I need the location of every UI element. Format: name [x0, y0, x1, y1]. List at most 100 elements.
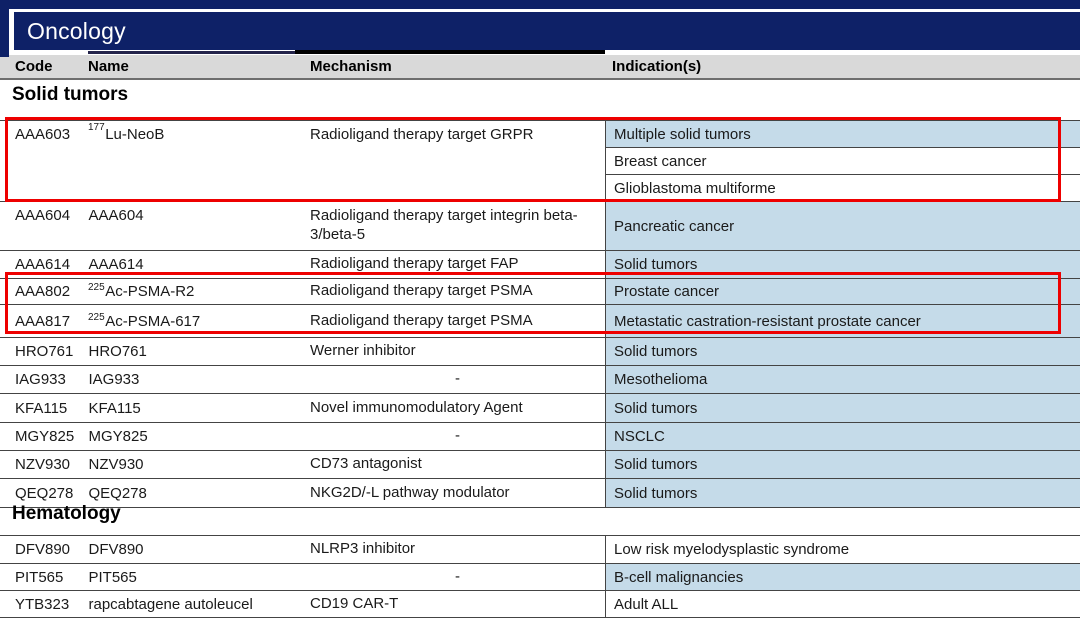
mechanism-column-accent-line	[295, 50, 605, 54]
indication-text: Solid tumors	[614, 484, 698, 502]
indication-cell: NSCLC	[606, 423, 1080, 450]
indication-cells: NSCLC	[605, 423, 1080, 450]
drug-code: KFA115	[15, 399, 68, 417]
column-header-name: Name	[88, 58, 129, 75]
drug-mechanism: Radioligand therapy target integrin beta…	[310, 207, 578, 243]
indication-cell: Metastatic castration-resistant prostate…	[606, 305, 1080, 337]
drug-code: YTB323	[15, 595, 70, 613]
drug-name: KFA115	[88, 394, 310, 422]
indication-cells: Pancreatic cancer	[605, 202, 1080, 250]
drug-code: AAA614	[15, 256, 71, 273]
indication-cells: Solid tumors	[605, 251, 1080, 278]
drug-name: AAA604	[88, 202, 310, 250]
drug-code: AAA802	[15, 283, 71, 300]
drug-code: QEQ278	[15, 484, 74, 502]
drug-name-text: AAA604	[88, 207, 144, 224]
drug-name-text: AAA614	[88, 256, 144, 273]
drug-mechanism: Radioligand therapy target GRPR	[310, 126, 534, 143]
indication-cell: Low risk myelodysplastic syndrome	[606, 536, 1080, 563]
drug-name-text: KFA115	[88, 399, 141, 417]
drug-name: PIT565	[88, 564, 310, 590]
drug-mechanism: NKG2D/-L pathway modulator	[310, 483, 510, 501]
drug-mechanism: Radioligand therapy target PSMA	[310, 311, 533, 329]
indication-text: Adult ALL	[614, 595, 679, 613]
drug-name: HRO761	[88, 338, 310, 365]
drug-mechanism: -	[455, 567, 460, 585]
drug-mechanism: Radioligand therapy target PSMA	[310, 282, 533, 300]
drug-code: DFV890	[15, 541, 71, 558]
indication-cell: Pancreatic cancer	[606, 202, 1080, 250]
drug-mechanism: Werner inhibitor	[310, 342, 416, 360]
drug-code: IAG933	[15, 371, 66, 388]
drug-mechanism: -	[455, 370, 460, 388]
table-row: QEQ278 QEQ278 NKG2D/-L pathway modulator…	[0, 478, 1080, 507]
indication-cells: Solid tumors	[605, 338, 1080, 365]
indication-cells: Mesothelioma	[605, 366, 1080, 393]
drug-name: DFV890	[88, 536, 310, 563]
table-row: AAA817 225 Ac-PSMA-617 Radioligand therap…	[0, 304, 1080, 337]
drug-code: MGY825	[15, 428, 75, 445]
drug-name: 225 Ac-PSMA-R2	[88, 279, 310, 304]
indication-cells: Multiple solid tumors Breast cancer Glio…	[605, 121, 1080, 201]
drug-name-text: rapcabtagene autoleucel	[88, 595, 253, 613]
drug-code: AAA603	[15, 126, 71, 143]
drug-name: MGY825	[88, 423, 310, 450]
drug-mechanism: CD73 antagonist	[310, 455, 422, 473]
drug-mechanism: -	[455, 427, 460, 445]
indication-cell: Solid tumors	[606, 338, 1080, 365]
indication-text: Metastatic castration-resistant prostate…	[614, 312, 921, 330]
drug-name-text: DFV890	[88, 541, 144, 558]
table-row: HRO761 HRO761 Werner inhibitor Solid tum…	[0, 337, 1080, 365]
indication-text: B-cell malignancies	[614, 568, 744, 586]
indication-cell: Breast cancer	[606, 147, 1080, 174]
indication-cell: Prostate cancer	[606, 279, 1080, 304]
drug-name-text: NZV930	[88, 456, 144, 473]
drug-mechanism: NLRP3 inhibitor	[310, 540, 416, 558]
drug-code: NZV930	[15, 456, 71, 473]
table-row: DFV890 DFV890 NLRP3 inhibitor Low risk m…	[0, 536, 1080, 563]
table-row: PIT565 PIT565 - B-cell malignancies	[0, 563, 1080, 590]
indication-text: Solid tumors	[614, 256, 698, 273]
indication-cells: Adult ALL	[605, 591, 1080, 617]
indication-cells: Metastatic castration-resistant prostate…	[605, 305, 1080, 337]
table-row: AAA802 225 Ac-PSMA-R2 Radioligand therapy…	[0, 278, 1080, 304]
indication-cells: Solid tumors	[605, 479, 1080, 507]
indication-text: Glioblastoma multiforme	[614, 179, 776, 197]
indication-text: Solid tumors	[614, 343, 698, 360]
indication-text: Solid tumors	[614, 456, 698, 473]
drug-name-text: QEQ278	[88, 484, 147, 502]
drug-name-text: Ac-PSMA-R2	[105, 283, 195, 300]
drug-code: AAA604	[15, 207, 71, 224]
drug-mechanism: CD19 CAR-T	[310, 594, 399, 612]
indication-cell: Mesothelioma	[606, 366, 1080, 393]
indication-text: NSCLC	[614, 428, 665, 445]
indication-text: Pancreatic cancer	[614, 217, 735, 235]
name-column-accent-line	[88, 51, 295, 54]
drug-name-text: Ac-PSMA-617	[105, 312, 201, 330]
indication-text: Multiple solid tumors	[614, 125, 751, 143]
indication-cell: Solid tumors	[606, 251, 1080, 278]
indication-text: Low risk myelodysplastic syndrome	[614, 541, 850, 558]
indication-cell: Glioblastoma multiforme	[606, 174, 1080, 201]
table-row: IAG933 IAG933 - Mesothelioma	[0, 365, 1080, 393]
section-heading-solid-tumors: Solid tumors	[12, 84, 129, 105]
drug-name-text: HRO761	[88, 343, 147, 360]
section-heading-hematology: Hematology	[12, 503, 121, 524]
indication-text: Breast cancer	[614, 152, 707, 170]
indication-cell: Adult ALL	[606, 591, 1080, 617]
drug-code: PIT565	[15, 568, 64, 586]
table-row: YTB323 rapcabtagene autoleucel CD19 CAR-…	[0, 590, 1080, 617]
drug-name: IAG933	[88, 366, 310, 393]
drug-name-text: Lu-NeoB	[105, 126, 165, 143]
drug-name: NZV930	[88, 451, 310, 478]
isotope-superscript: 225	[88, 311, 105, 323]
indication-cell: B-cell malignancies	[606, 564, 1080, 590]
indication-cell: Solid tumors	[606, 479, 1080, 507]
indication-cells: Prostate cancer	[605, 279, 1080, 304]
indication-cell: Multiple solid tumors	[606, 121, 1080, 147]
navy-left-strip	[0, 0, 9, 57]
drug-name-text: MGY825	[88, 428, 148, 445]
drug-name-text: IAG933	[88, 371, 140, 388]
column-header-indications: Indication(s)	[612, 58, 702, 75]
